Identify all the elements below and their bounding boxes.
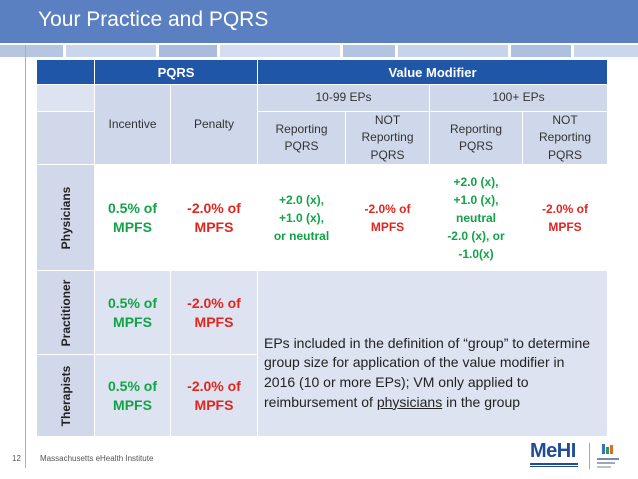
- col-not-reporting-pqrs: NOT Reporting PQRS: [345, 110, 430, 166]
- physicians-incentive: 0.5% of MPFS: [94, 164, 171, 272]
- header-pqrs: PQRS: [94, 59, 258, 85]
- decorative-vertical-line: [25, 45, 26, 468]
- mass-tech-collaborative-logo: [593, 441, 623, 471]
- practitioner-incentive: 0.5% of MPFS: [94, 270, 171, 356]
- physicians-vm-10-99-reporting: +2.0 (x), +1.0 (x), or neutral: [257, 164, 346, 272]
- physicians-vm-100-not-reporting: -2.0% of MPFS: [521, 164, 609, 272]
- pqrs-value-modifier-table: PQRS Value Modifier Incentive Penalty 10…: [36, 59, 609, 438]
- mehi-logo: MeHI: [530, 441, 580, 472]
- footer-organization: Massachusetts eHealth Institute: [40, 454, 154, 463]
- group-definition-note: EPs included in the definition of “group…: [256, 270, 609, 438]
- slide-header: Your Practice and PQRS: [0, 0, 638, 43]
- logo-separator: [589, 443, 590, 469]
- group-100-plus-eps: 100+ EPs: [428, 84, 609, 112]
- col-reporting-pqrs: Reporting PQRS: [257, 110, 346, 166]
- col-reporting-pqrs: Reporting PQRS: [429, 110, 523, 166]
- decorative-stripe: [0, 45, 638, 57]
- blank-cell: [36, 84, 95, 112]
- col-not-reporting-pqrs: NOT Reporting PQRS: [521, 110, 609, 166]
- physicians-vm-100-reporting: +2.0 (x), +1.0 (x), neutral -2.0 (x), or…: [429, 164, 523, 272]
- blank-cell: [36, 110, 95, 166]
- page-number: 12: [12, 454, 21, 463]
- col-penalty: Penalty: [170, 83, 258, 166]
- row-label-therapists: Therapists: [36, 354, 95, 438]
- row-label-practitioner: Practitioner: [36, 270, 95, 356]
- slide-title: Your Practice and PQRS: [38, 8, 269, 31]
- col-incentive: Incentive: [94, 83, 171, 166]
- practitioner-penalty: -2.0% of MPFS: [170, 270, 258, 356]
- header-blank-cell: [36, 59, 95, 85]
- row-label-physicians: Physicians: [36, 164, 95, 272]
- therapists-penalty: -2.0% of MPFS: [170, 354, 258, 438]
- physicians-penalty: -2.0% of MPFS: [170, 164, 258, 272]
- group-10-99-eps: 10-99 EPs: [257, 84, 430, 112]
- therapists-incentive: 0.5% of MPFS: [94, 354, 171, 438]
- physicians-underlined: physicians: [376, 393, 443, 410]
- header-value-modifier: Value Modifier: [256, 59, 609, 85]
- physicians-vm-10-99-not-reporting: -2.0% of MPFS: [345, 164, 430, 272]
